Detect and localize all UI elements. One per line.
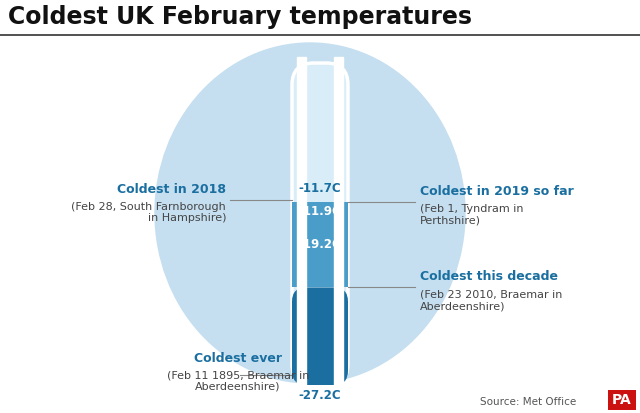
- Text: -27.2C: -27.2C: [299, 389, 341, 402]
- Text: Coldest this decade: Coldest this decade: [420, 271, 558, 283]
- Text: (Feb 11 1895, Braemar in
Aberdeenshire): (Feb 11 1895, Braemar in Aberdeenshire): [167, 370, 309, 392]
- Text: Coldest UK February temperatures: Coldest UK February temperatures: [8, 5, 472, 29]
- Ellipse shape: [155, 43, 465, 383]
- Bar: [292, 202, 348, 287]
- Text: Coldest in 2019 so far: Coldest in 2019 so far: [420, 185, 573, 198]
- Text: PA: PA: [612, 393, 632, 407]
- Text: (Feb 1, Tyndram in
Perthshire): (Feb 1, Tyndram in Perthshire): [420, 204, 524, 226]
- Text: -19.2C: -19.2C: [299, 238, 341, 251]
- Text: (Feb 28, South Farnborough
in Hampshire): (Feb 28, South Farnborough in Hampshire): [71, 202, 226, 223]
- Text: Source: Met Office: Source: Met Office: [480, 397, 576, 407]
- Text: Coldest ever: Coldest ever: [194, 352, 282, 365]
- FancyBboxPatch shape: [292, 63, 348, 386]
- Bar: [334, 57, 343, 387]
- FancyBboxPatch shape: [292, 287, 348, 385]
- Text: -11.7C: -11.7C: [299, 182, 341, 195]
- Bar: [297, 57, 306, 387]
- Text: Coldest in 2018: Coldest in 2018: [117, 183, 226, 196]
- FancyBboxPatch shape: [608, 390, 636, 410]
- Text: (Feb 23 2010, Braemar in
Aberdeenshire): (Feb 23 2010, Braemar in Aberdeenshire): [420, 290, 563, 311]
- Text: -11.9C: -11.9C: [299, 205, 341, 218]
